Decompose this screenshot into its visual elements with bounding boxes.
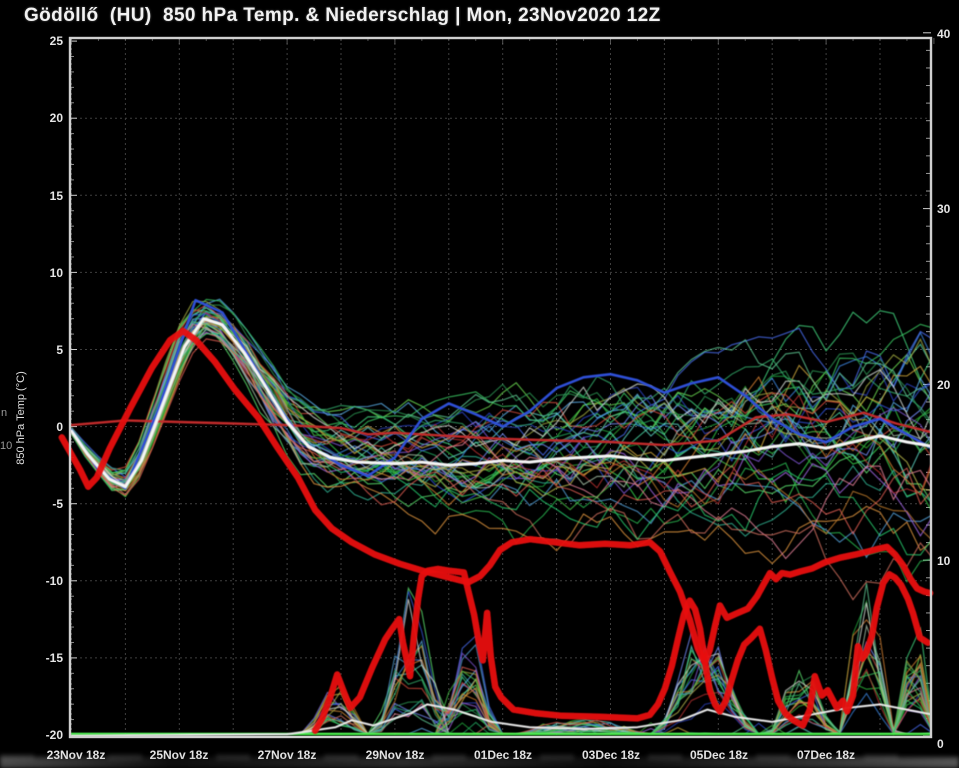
ensemble-member-temp-line (71, 310, 931, 482)
ensemble-member-temp-line (71, 311, 931, 488)
ensemble-member-temp-line (71, 308, 931, 505)
ensemble-member-temp-line (71, 321, 931, 495)
ensemble-member-temp-line (71, 333, 931, 556)
left-edge-fragment: 10 (0, 440, 12, 452)
y-left-tick-label: 20 (50, 111, 64, 125)
y-right-tick-label: 10 (937, 554, 951, 568)
y-left-tick-label: 10 (50, 266, 64, 280)
ensemble-member-temp-line (71, 321, 931, 583)
chart-title: Gödöllő (HU) 850 hPa Temp. & Niederschla… (24, 5, 661, 26)
x-tick-label: 27Nov 18z (258, 748, 317, 762)
climate-mean-red-line (70, 411, 931, 447)
red-annotation-precip-stroke (311, 565, 932, 734)
bottom-scan-smudge (0, 757, 959, 768)
left-edge-fragment: n (1, 407, 7, 419)
highlight-lines (70, 298, 931, 737)
x-tick-label: 03Dec 18z (582, 748, 640, 762)
y-left-tick-label: -10 (46, 574, 64, 588)
y-left-tick-label: 0 (56, 420, 63, 434)
x-tick-label: 23Nov 18z (47, 748, 106, 762)
ensemble-member-temp-line (71, 318, 931, 481)
y-left-tick-label: 25 (50, 34, 64, 48)
x-tick-label: 07Dec 18z (797, 748, 855, 762)
x-tick-label: 05Dec 18z (690, 748, 748, 762)
x-tick-label: 25Nov 18z (150, 748, 209, 762)
control-run-blue-line (70, 298, 931, 490)
ensemble-member-temp-line (71, 329, 931, 537)
ensemble-member-temp-line (71, 332, 931, 601)
red-annotation-temp-stroke (58, 327, 934, 666)
y-left-tick-label: 15 (50, 189, 64, 203)
bottom-scan-smudge-ghost (0, 754, 959, 760)
ensemble-member-precip-line (71, 586, 931, 735)
y-left-tick-label: -15 (46, 651, 64, 665)
ensemble-member-temp-line (71, 323, 931, 560)
ensemble-member-temp-line (71, 298, 931, 474)
y-left-axis-label: 850 hPa Temp (°C) (15, 371, 27, 464)
y-left-tick-label: -20 (46, 728, 64, 742)
y-right-tick-label: 30 (937, 202, 951, 216)
y-right-tick-label: 0 (937, 737, 944, 751)
grid-lines (70, 38, 931, 737)
ensemble-member-temp-line (71, 322, 931, 565)
y-right-tick-label: 40 (937, 27, 951, 41)
x-tick-label: 01Dec 18z (474, 748, 532, 762)
ensemble-member-temp-line (71, 338, 931, 535)
ensemble-member-temp-line (71, 321, 931, 483)
plot-frame (68, 36, 933, 739)
ensemble-mean-white-line (70, 317, 931, 489)
ensemble-member-temp-line (71, 327, 931, 489)
y-left-tick-label: -5 (52, 497, 63, 511)
ensemble-member-temp-line (71, 304, 931, 471)
y-right-tick-label: 20 (937, 378, 951, 392)
y-left-tick-label: 5 (56, 343, 63, 357)
x-tick-label: 29Nov 18z (366, 748, 425, 762)
red-marker-annotation (58, 327, 934, 734)
ensemble-member-precip-line (71, 591, 931, 735)
